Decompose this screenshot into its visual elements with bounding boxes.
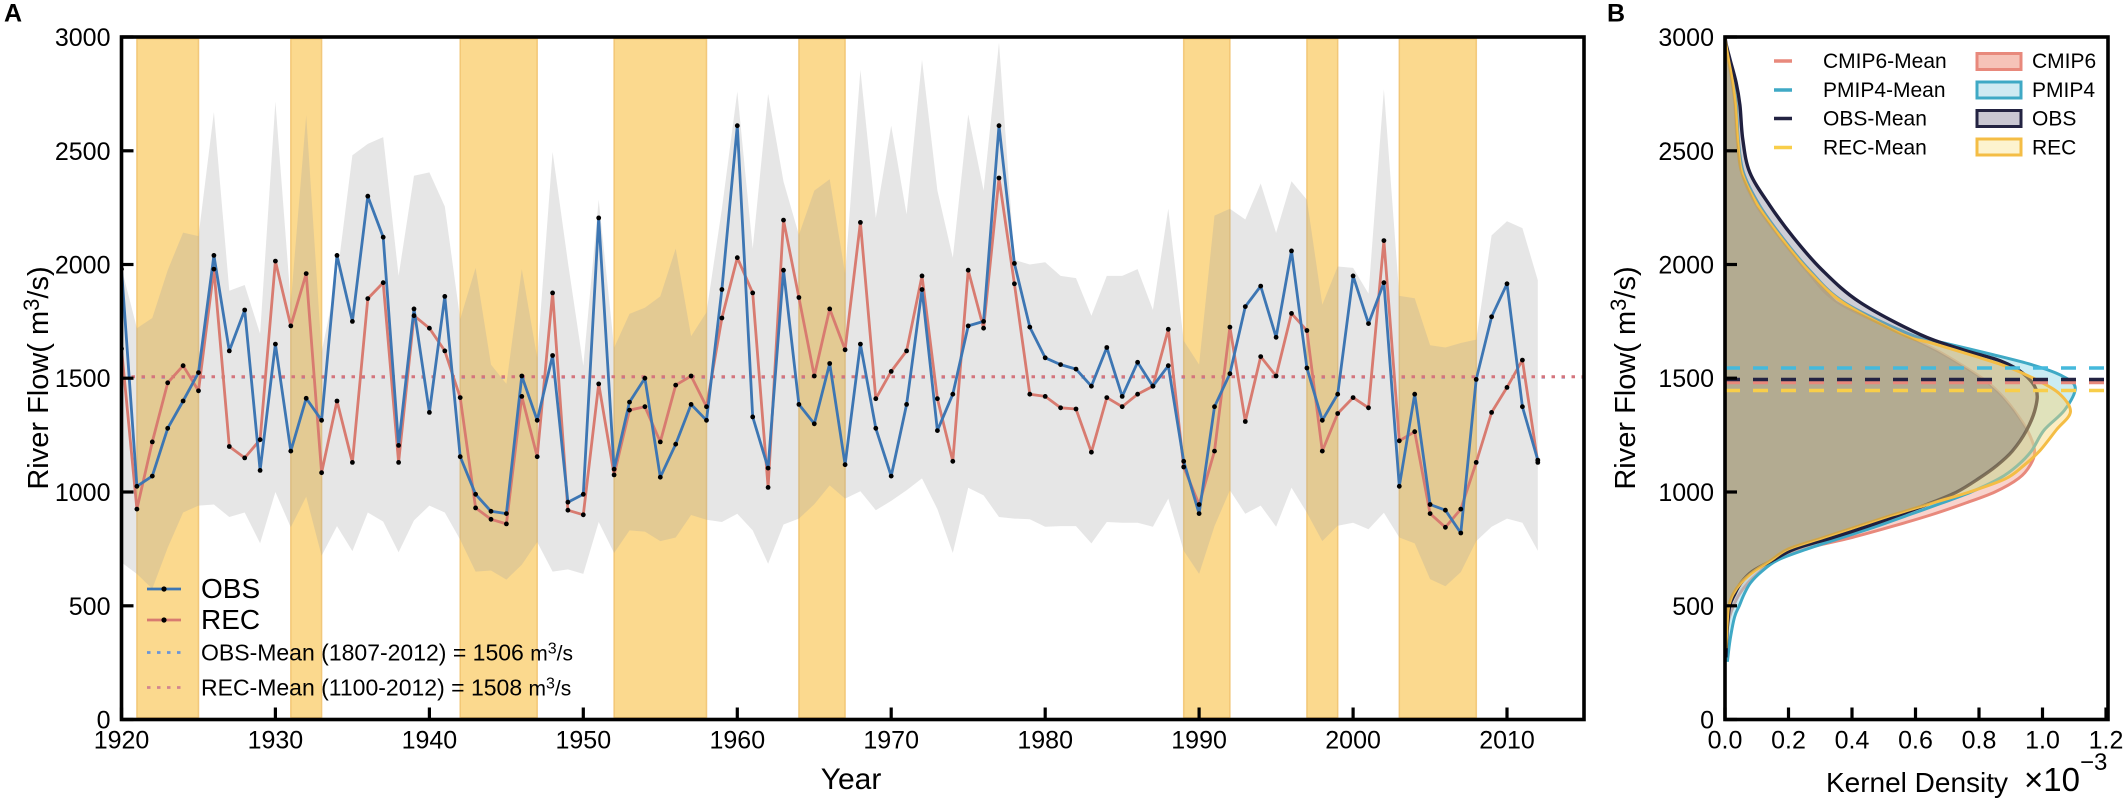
svg-text:REC: REC: [2032, 137, 2076, 160]
svg-text:0.6: 0.6: [1898, 727, 1933, 755]
svg-text:OBS-Mean (1807-2012) = 1506 m3: OBS-Mean (1807-2012) = 1506 m3/s: [201, 640, 573, 666]
svg-text:OBS: OBS: [201, 573, 260, 604]
svg-text:0: 0: [1700, 707, 1714, 735]
svg-text:500: 500: [69, 593, 111, 621]
svg-text:REC-Mean: REC-Mean: [1823, 137, 1927, 160]
svg-text:OBS: OBS: [2032, 108, 2076, 131]
svg-text:1920: 1920: [94, 727, 150, 755]
svg-text:Kernel Density: Kernel Density: [1826, 767, 2008, 798]
svg-text:A: A: [4, 0, 22, 28]
svg-text:PMIP4: PMIP4: [2032, 79, 2095, 102]
svg-text:0.2: 0.2: [1771, 727, 1806, 755]
svg-text:2000: 2000: [1658, 252, 1714, 280]
svg-text:−3: −3: [2080, 749, 2107, 776]
svg-text:2500: 2500: [1658, 138, 1714, 166]
svg-text:1940: 1940: [402, 727, 458, 755]
svg-text:1.2: 1.2: [2089, 727, 2124, 755]
svg-text:1950: 1950: [555, 727, 611, 755]
svg-text:River Flow( m3/s): River Flow( m3/s): [19, 266, 55, 489]
svg-text:B: B: [1607, 0, 1625, 28]
svg-text:1980: 1980: [1017, 727, 1073, 755]
svg-text:0.0: 0.0: [1708, 727, 1743, 755]
svg-text:2000: 2000: [55, 252, 111, 280]
svg-text:0.8: 0.8: [1962, 727, 1997, 755]
svg-text:3000: 3000: [1658, 24, 1714, 52]
svg-text:2000: 2000: [1325, 727, 1381, 755]
svg-text:1500: 1500: [55, 365, 111, 393]
svg-text:1.0: 1.0: [2025, 727, 2060, 755]
svg-text:1960: 1960: [709, 727, 765, 755]
svg-text:1990: 1990: [1171, 727, 1227, 755]
svg-text:2010: 2010: [1479, 727, 1535, 755]
svg-text:PMIP4-Mean: PMIP4-Mean: [1823, 79, 1946, 102]
svg-text:0: 0: [97, 707, 111, 735]
svg-text:2500: 2500: [55, 138, 111, 166]
svg-text:3000: 3000: [55, 24, 111, 52]
svg-text:1000: 1000: [55, 479, 111, 507]
svg-text:Year: Year: [821, 763, 882, 796]
svg-text:500: 500: [1672, 593, 1714, 621]
svg-text:1970: 1970: [863, 727, 919, 755]
svg-text:CMIP6-Mean: CMIP6-Mean: [1823, 50, 1947, 73]
svg-text:1000: 1000: [1658, 479, 1714, 507]
svg-text:REC: REC: [201, 604, 260, 635]
svg-text:River Flow( m3/s): River Flow( m3/s): [1606, 266, 1642, 489]
svg-text:1930: 1930: [248, 727, 304, 755]
svg-text:CMIP6: CMIP6: [2032, 50, 2096, 73]
svg-text:0.4: 0.4: [1835, 727, 1870, 755]
svg-text:1500: 1500: [1658, 365, 1714, 393]
svg-text:REC-Mean (1100-2012) = 1508 m3: REC-Mean (1100-2012) = 1508 m3/s: [201, 675, 571, 701]
svg-text:×10: ×10: [2024, 761, 2080, 798]
svg-text:OBS-Mean: OBS-Mean: [1823, 108, 1927, 131]
